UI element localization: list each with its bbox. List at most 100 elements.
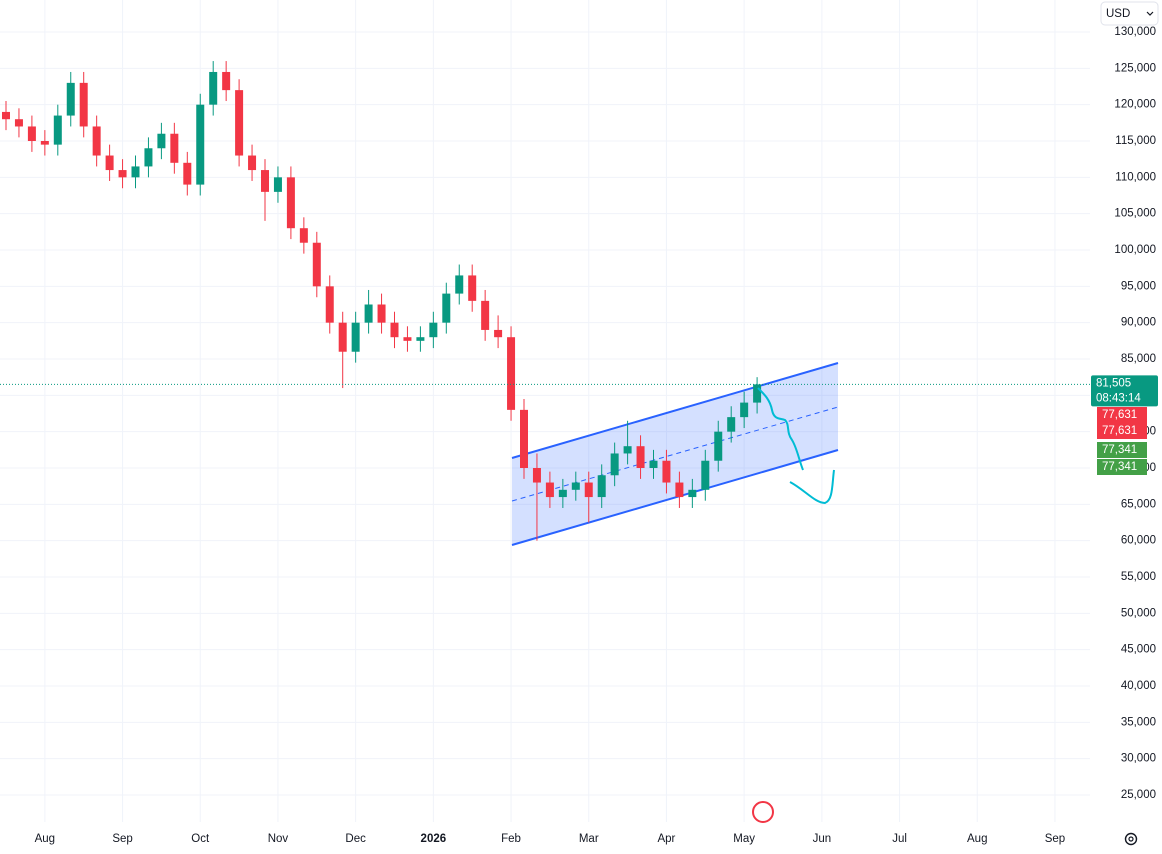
channel-fill	[512, 363, 838, 545]
price-tag-label: 77,631	[1102, 425, 1137, 437]
event-flag[interactable]	[752, 801, 774, 823]
y-tick-label: 45,000	[1121, 644, 1156, 656]
last-price-tag	[1091, 375, 1158, 407]
y-tick-label: 105,000	[1114, 208, 1156, 220]
y-tick-label: 85,000	[1121, 353, 1156, 365]
x-tick-label: Aug	[967, 833, 987, 845]
candle-body	[507, 337, 516, 410]
candle-body	[286, 177, 295, 229]
price-tag	[1097, 459, 1147, 475]
candle-body	[338, 322, 347, 352]
x-tick-label: Sep	[1045, 833, 1065, 845]
y-tick-label: 95,000	[1121, 280, 1156, 292]
y-tick-label: 60,000	[1121, 535, 1156, 547]
candle-body	[248, 155, 257, 171]
candle-body	[40, 141, 49, 145]
candle-body	[455, 275, 464, 294]
candle-body	[66, 82, 75, 116]
candle-body	[364, 304, 373, 323]
candle-body	[753, 384, 762, 403]
candle-body	[209, 71, 218, 105]
candle-body	[675, 482, 684, 498]
x-tick-label: Sep	[112, 833, 132, 845]
price-tag	[1097, 442, 1147, 458]
x-tick-label: Feb	[501, 833, 521, 845]
candle-body	[261, 170, 269, 192]
grid	[0, 0, 1090, 822]
candle-body	[235, 90, 244, 156]
candle-body	[196, 104, 205, 185]
candle-body	[53, 115, 62, 145]
candle-body	[494, 329, 503, 338]
y-tick-label: 55,000	[1121, 571, 1156, 583]
candle-body	[390, 322, 399, 338]
candle-body	[520, 409, 528, 468]
candle-body	[688, 489, 697, 498]
x-tick-label: Dec	[345, 833, 366, 845]
settings-icon[interactable]	[1124, 832, 1138, 846]
y-tick-label: 120,000	[1114, 99, 1156, 111]
candles	[0, 61, 1090, 541]
candle-body	[299, 228, 308, 243]
y-tick-label: 35,000	[1121, 716, 1156, 728]
candle-body	[740, 402, 749, 418]
candle-body	[273, 177, 282, 192]
price-tag-label: 77,341	[1102, 444, 1137, 456]
y-tick-label: 65,000	[1121, 498, 1156, 510]
y-tick-label: 100,000	[1114, 244, 1156, 256]
candle-body	[636, 446, 645, 468]
candle-body	[325, 286, 334, 323]
candle-body	[597, 475, 606, 498]
y-tick-label: 90,000	[1121, 317, 1156, 329]
candle-body	[131, 166, 140, 178]
channel-upper	[511, 362, 839, 459]
axes: 25,000 30,000 35,000 40,000 45,000 50,000 55,0…	[35, 26, 1158, 845]
y-tick-label: 125,000	[1114, 62, 1156, 74]
candle-body	[222, 71, 231, 91]
x-tick-label: Aug	[35, 833, 55, 845]
candle-body	[714, 431, 723, 461]
x-tick-label: Mar	[579, 833, 599, 845]
candle-body	[442, 293, 451, 323]
x-tick-label: Apr	[657, 833, 675, 845]
price-tag-label: 77,341	[1102, 461, 1137, 473]
candle-body	[377, 304, 386, 323]
projection-path	[757, 387, 804, 471]
candle-body	[27, 126, 36, 141]
channel-mid	[511, 406, 839, 502]
x-tick-label: Jun	[813, 833, 832, 845]
y-tick-label: 25,000	[1121, 789, 1156, 801]
candle-body	[105, 155, 114, 171]
candle-body	[532, 468, 541, 483]
candle-body	[351, 322, 360, 352]
candle-body	[610, 453, 619, 476]
candle-body	[92, 126, 101, 156]
candle-body	[558, 489, 567, 498]
candle-body	[170, 133, 179, 163]
candle-body	[79, 82, 88, 127]
candle-body	[312, 242, 321, 287]
candle-body	[118, 170, 127, 178]
y-tick-label: 40,000	[1121, 680, 1156, 692]
currency-dropdown[interactable]	[1100, 1, 1159, 26]
x-tick-label: May	[733, 833, 755, 845]
candle-body	[571, 482, 580, 490]
candle-body	[649, 460, 658, 468]
candle-body	[545, 482, 554, 498]
x-tick-label: 2026	[421, 833, 447, 845]
candle-body	[144, 148, 153, 167]
candle-body	[416, 337, 425, 341]
y-tick-label: 50,000	[1121, 607, 1156, 619]
candle-body	[701, 460, 710, 490]
candle-body	[429, 322, 438, 338]
last-price: 81,505	[1096, 377, 1131, 389]
x-tick-label: Jul	[892, 833, 907, 845]
candle-body	[157, 133, 166, 149]
candle-body	[403, 337, 412, 341]
y-tick-label: 130,000	[1114, 26, 1156, 38]
price-tag-label: 77,631	[1102, 409, 1137, 421]
projection-path	[789, 469, 835, 505]
candle-body	[2, 111, 10, 120]
price-tag	[1097, 407, 1147, 423]
